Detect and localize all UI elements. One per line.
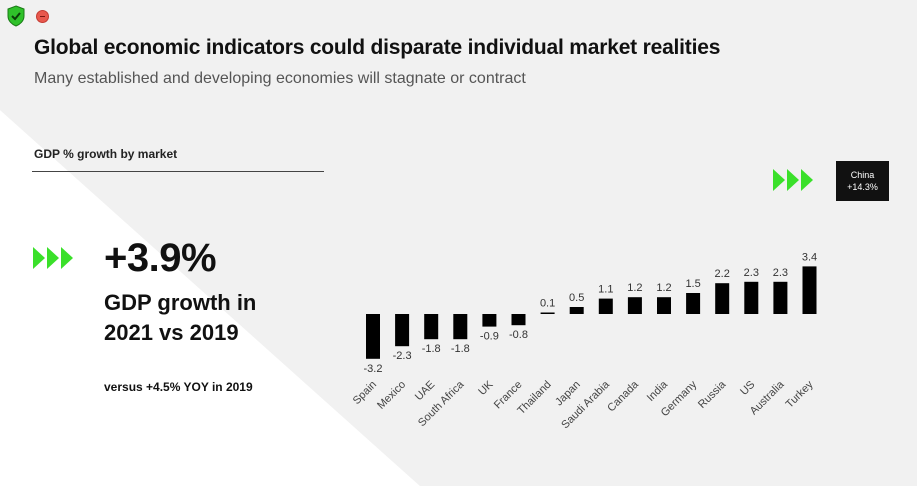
window-controls xyxy=(6,5,49,27)
category-label: UK xyxy=(476,378,496,398)
data-label: -0.9 xyxy=(480,331,499,343)
category-label: Mexico xyxy=(375,379,408,412)
data-label: -0.8 xyxy=(509,329,528,341)
category-label: Canada xyxy=(605,378,641,414)
slide-subtitle: Many established and developing economie… xyxy=(34,70,526,87)
shield-icon[interactable] xyxy=(6,5,26,27)
data-label: -1.8 xyxy=(422,343,441,355)
category-label: India xyxy=(645,378,671,404)
data-label: 3.4 xyxy=(802,251,817,263)
bar-france xyxy=(511,314,526,326)
bar-saudi-arabia xyxy=(598,298,613,314)
callout-value: +14.3% xyxy=(847,182,878,192)
data-label: -1.8 xyxy=(451,343,470,355)
data-label: 2.3 xyxy=(773,267,788,279)
data-label: 2.2 xyxy=(715,268,730,280)
kpi-label-line2: 2021 vs 2019 xyxy=(104,320,239,345)
category-label: UAE xyxy=(413,379,437,403)
category-label: US xyxy=(738,379,757,398)
data-label: 1.1 xyxy=(598,284,613,296)
data-label: 1.2 xyxy=(656,282,671,294)
bar-japan xyxy=(569,307,584,314)
section-divider xyxy=(32,171,324,172)
category-label: Russia xyxy=(696,378,729,411)
bar-turkey xyxy=(802,266,817,314)
kpi-arrows-icon xyxy=(33,247,73,269)
bar-canada xyxy=(627,297,642,314)
bar-india xyxy=(657,297,671,314)
bar-us xyxy=(744,281,759,314)
data-label: -2.3 xyxy=(393,350,412,362)
bar-thailand xyxy=(540,312,555,314)
close-icon[interactable] xyxy=(36,9,49,23)
data-label: -3.2 xyxy=(364,363,383,375)
callout-arrows-icon xyxy=(773,169,813,191)
kpi-label-line1: GDP growth in xyxy=(104,290,257,315)
category-label: Turkey xyxy=(784,378,816,410)
slide-title: Global economic indicators could dispara… xyxy=(34,36,721,59)
bar-germany xyxy=(686,293,701,314)
data-label: 1.5 xyxy=(685,278,700,290)
kpi-value: +3.9% xyxy=(104,236,217,280)
kpi-note: versus +4.5% YOY in 2019 xyxy=(104,380,253,394)
data-label: 1.2 xyxy=(627,282,642,294)
section-label: GDP % growth by market xyxy=(34,147,178,161)
bar-mexico xyxy=(395,314,410,347)
bar-uk xyxy=(482,314,497,327)
data-label: 0.1 xyxy=(540,298,555,310)
bar-russia xyxy=(715,283,730,314)
bar-uae xyxy=(424,314,439,340)
bar-spain xyxy=(366,314,380,359)
bar-south-africa xyxy=(453,314,468,340)
china-callout: China +14.3% xyxy=(836,161,889,201)
callout-name: China xyxy=(850,170,875,180)
data-label: 0.5 xyxy=(569,292,584,304)
data-label: 2.3 xyxy=(744,267,759,279)
kpi-label: GDP growth in 2021 vs 2019 xyxy=(104,288,324,348)
bar-australia xyxy=(773,281,788,314)
